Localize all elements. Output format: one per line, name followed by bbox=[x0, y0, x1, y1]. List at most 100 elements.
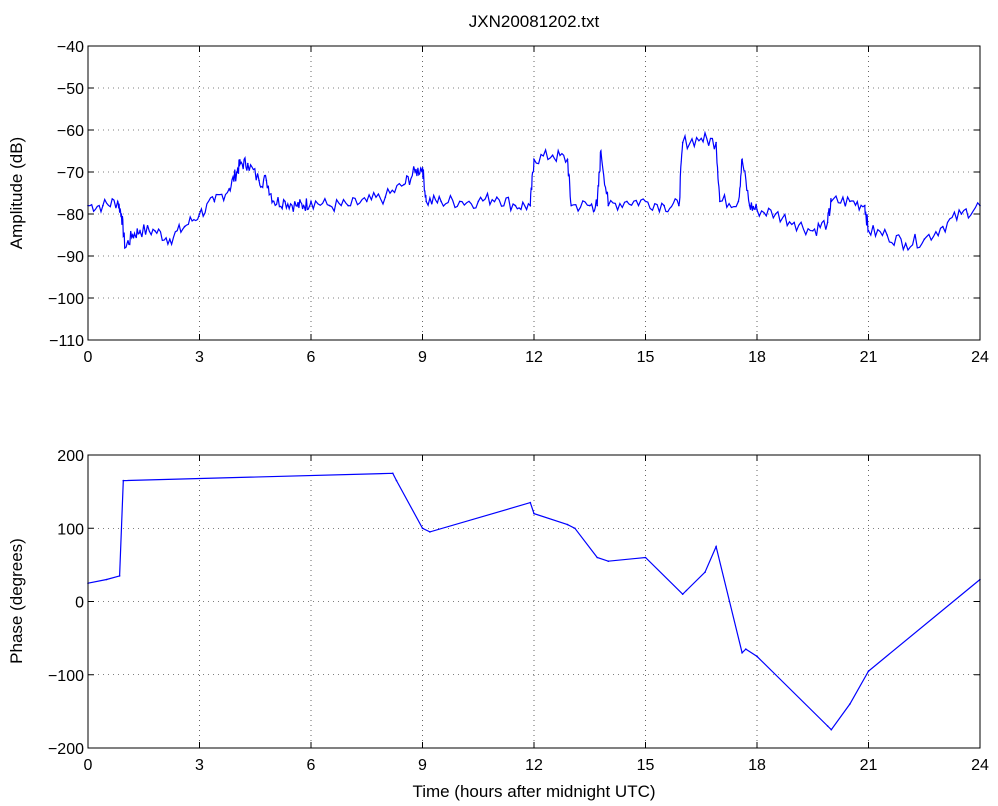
amplitude-data-point bbox=[273, 200, 275, 203]
amplitude-ytick-label: −50 bbox=[57, 81, 84, 98]
phase-xtick-label: 3 bbox=[195, 757, 204, 774]
amplitude-data-point bbox=[756, 209, 758, 211]
amplitude-data-point bbox=[830, 200, 833, 203]
amplitude-data-point bbox=[774, 213, 777, 215]
amplitude-grid bbox=[88, 46, 980, 340]
amplitude-data-point bbox=[124, 246, 126, 249]
phase-ytick-label: 0 bbox=[75, 595, 84, 612]
amplitude-ytick-label: −100 bbox=[48, 291, 84, 308]
amplitude-data-point bbox=[663, 204, 665, 207]
amplitude-data-point bbox=[131, 234, 134, 236]
amplitude-data-point bbox=[384, 196, 387, 198]
amplitude-data-point bbox=[551, 154, 554, 156]
amplitude-data-point bbox=[864, 204, 866, 207]
phase-xtick-label: 12 bbox=[525, 757, 543, 774]
amplitude-data-point bbox=[414, 171, 416, 173]
amplitude-xtick-label: 12 bbox=[525, 349, 543, 366]
phase-ytick-label: −200 bbox=[48, 741, 84, 758]
amplitude-xtick-label: 15 bbox=[637, 349, 655, 366]
amplitude-data-point bbox=[284, 200, 286, 203]
phase-data-point bbox=[830, 728, 833, 731]
amplitude-data-point bbox=[440, 200, 442, 203]
amplitude-plot-area bbox=[88, 46, 980, 340]
amplitude-ytick-label: −70 bbox=[57, 165, 84, 182]
amplitude-xtick-label: 3 bbox=[195, 349, 204, 366]
phase-data-point bbox=[566, 523, 569, 526]
amplitude-data-point bbox=[886, 234, 888, 236]
amplitude-data-point bbox=[600, 150, 602, 152]
amplitude-series bbox=[87, 130, 981, 252]
amplitude-data-point bbox=[239, 162, 242, 165]
amplitude-data-point bbox=[425, 200, 428, 203]
amplitude-data-point bbox=[295, 204, 297, 207]
amplitude-panel: 0 3 6 9 12 15 18 21 24 −110 −100 −90 −80 −70 −60 −50 −40… bbox=[7, 12, 989, 366]
amplitude-data-point bbox=[116, 200, 119, 203]
phase-data-point bbox=[704, 571, 706, 573]
phase-xtick-label: 9 bbox=[418, 757, 427, 774]
amplitude-data-point bbox=[589, 204, 591, 207]
amplitude-data-point bbox=[826, 221, 829, 224]
amplitude-data-point bbox=[715, 141, 717, 144]
amplitude-data-point bbox=[533, 158, 535, 161]
phase-ylabel: Phase (degrees) bbox=[7, 538, 26, 664]
phase-data-point bbox=[745, 648, 747, 650]
phase-xtick-label: 15 bbox=[637, 757, 655, 774]
amplitude-data-point bbox=[737, 200, 740, 203]
phase-data-point bbox=[529, 501, 532, 504]
amplitude-data-point bbox=[960, 213, 963, 215]
phase-data-point bbox=[533, 512, 535, 515]
phase-xtick-label: 24 bbox=[971, 757, 989, 774]
phase-data-point bbox=[105, 578, 108, 581]
time-xlabel: Time (hours after midnight UTC) bbox=[412, 782, 655, 801]
amplitude-data-point bbox=[154, 230, 156, 232]
amplitude-data-point bbox=[139, 230, 141, 232]
amplitude-data-point bbox=[403, 183, 405, 186]
phase-data-point bbox=[826, 725, 829, 727]
amplitude-data-point bbox=[421, 167, 424, 169]
phase-data-point bbox=[607, 560, 610, 562]
amplitude-data-point bbox=[213, 200, 216, 203]
amplitude-data-point bbox=[514, 204, 517, 207]
amplitude-data-point bbox=[748, 204, 751, 207]
amplitude-ticks: 0 3 6 9 12 15 18 21 24 −110 −100 −90 −80 −70 −60 −50 −40 bbox=[48, 39, 989, 366]
chart-title: JXN20081202.txt bbox=[469, 12, 600, 31]
amplitude-data-point bbox=[867, 230, 870, 232]
phase-data-point bbox=[644, 556, 647, 559]
amplitude-data-point bbox=[678, 204, 680, 207]
amplitude-data-point bbox=[228, 188, 230, 190]
amplitude-data-point bbox=[198, 213, 201, 215]
amplitude-data-point bbox=[566, 158, 569, 161]
phase-grid bbox=[88, 455, 980, 748]
amplitude-data-point bbox=[812, 230, 814, 232]
amplitude-data-point bbox=[719, 200, 721, 203]
amplitude-data-point bbox=[793, 221, 795, 224]
amplitude-data-point bbox=[458, 200, 461, 203]
phase-data-point bbox=[756, 655, 758, 658]
phase-data-point bbox=[681, 593, 684, 595]
amplitude-data-point bbox=[235, 171, 238, 173]
amplitude-ytick-label: −110 bbox=[49, 333, 84, 350]
amplitude-data-point bbox=[477, 200, 480, 203]
amplitude-data-point bbox=[570, 204, 572, 207]
phase-panel: 0 3 6 9 12 15 18 21 24 −200 −100 0 100 200 Time (hour… bbox=[7, 448, 989, 801]
phase-data-point bbox=[741, 652, 743, 654]
phase-data-point bbox=[574, 527, 576, 530]
amplitude-xtick-label: 6 bbox=[307, 349, 316, 366]
amplitude-data-point bbox=[596, 204, 598, 207]
amplitude-data-point bbox=[644, 200, 647, 203]
amplitude-data-point bbox=[183, 225, 186, 228]
amplitude-data-point bbox=[265, 179, 268, 182]
phase-xtick-label: 6 bbox=[307, 757, 316, 774]
amplitude-data-point bbox=[310, 200, 312, 203]
amplitude-data-point bbox=[302, 204, 305, 207]
amplitude-data-point bbox=[607, 204, 610, 207]
amplitude-data-point bbox=[258, 179, 260, 182]
amplitude-data-point bbox=[247, 162, 249, 165]
amplitude-data-point bbox=[496, 196, 498, 198]
phase-data-point bbox=[392, 472, 394, 475]
phase-ytick-label: −100 bbox=[48, 668, 84, 685]
phase-data-point bbox=[118, 575, 121, 577]
phase-xtick-label: 18 bbox=[748, 757, 766, 774]
amplitude-ytick-label: −40 bbox=[57, 39, 84, 56]
